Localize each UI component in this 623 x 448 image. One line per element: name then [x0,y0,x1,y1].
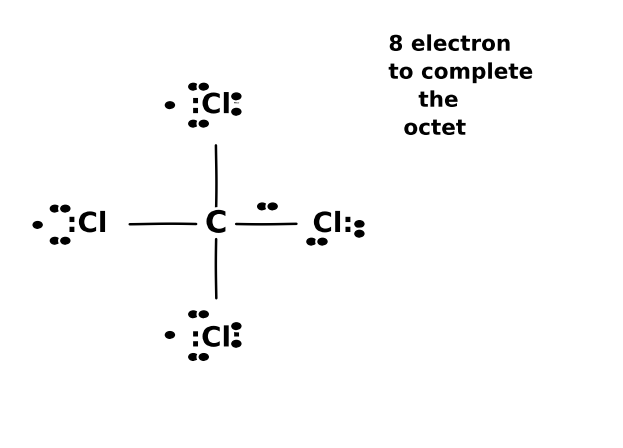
Circle shape [232,340,240,347]
Circle shape [258,203,267,210]
Text: :Cl:: :Cl: [190,324,242,353]
Circle shape [50,237,59,244]
Circle shape [189,311,197,317]
Circle shape [61,237,70,244]
Circle shape [199,84,208,90]
Text: C: C [205,210,227,238]
Text: :Cl:: :Cl: [190,91,242,119]
Text: Cl:: Cl: [313,210,354,238]
Circle shape [232,93,240,99]
Circle shape [307,238,316,245]
Circle shape [355,221,364,227]
Circle shape [34,222,42,228]
Circle shape [166,332,174,338]
Text: 8 electron
to complete
    the
  octet: 8 electron to complete the octet [388,34,533,139]
Circle shape [232,323,240,329]
Circle shape [189,84,197,90]
Circle shape [269,203,277,210]
Circle shape [355,231,364,237]
Circle shape [189,354,197,360]
Circle shape [199,311,208,317]
Circle shape [199,354,208,360]
Circle shape [232,109,240,115]
Circle shape [199,121,208,127]
Circle shape [166,102,174,108]
Circle shape [61,206,70,211]
Circle shape [318,238,327,245]
Circle shape [189,121,197,127]
Text: :Cl: :Cl [67,210,108,238]
Circle shape [50,206,59,211]
